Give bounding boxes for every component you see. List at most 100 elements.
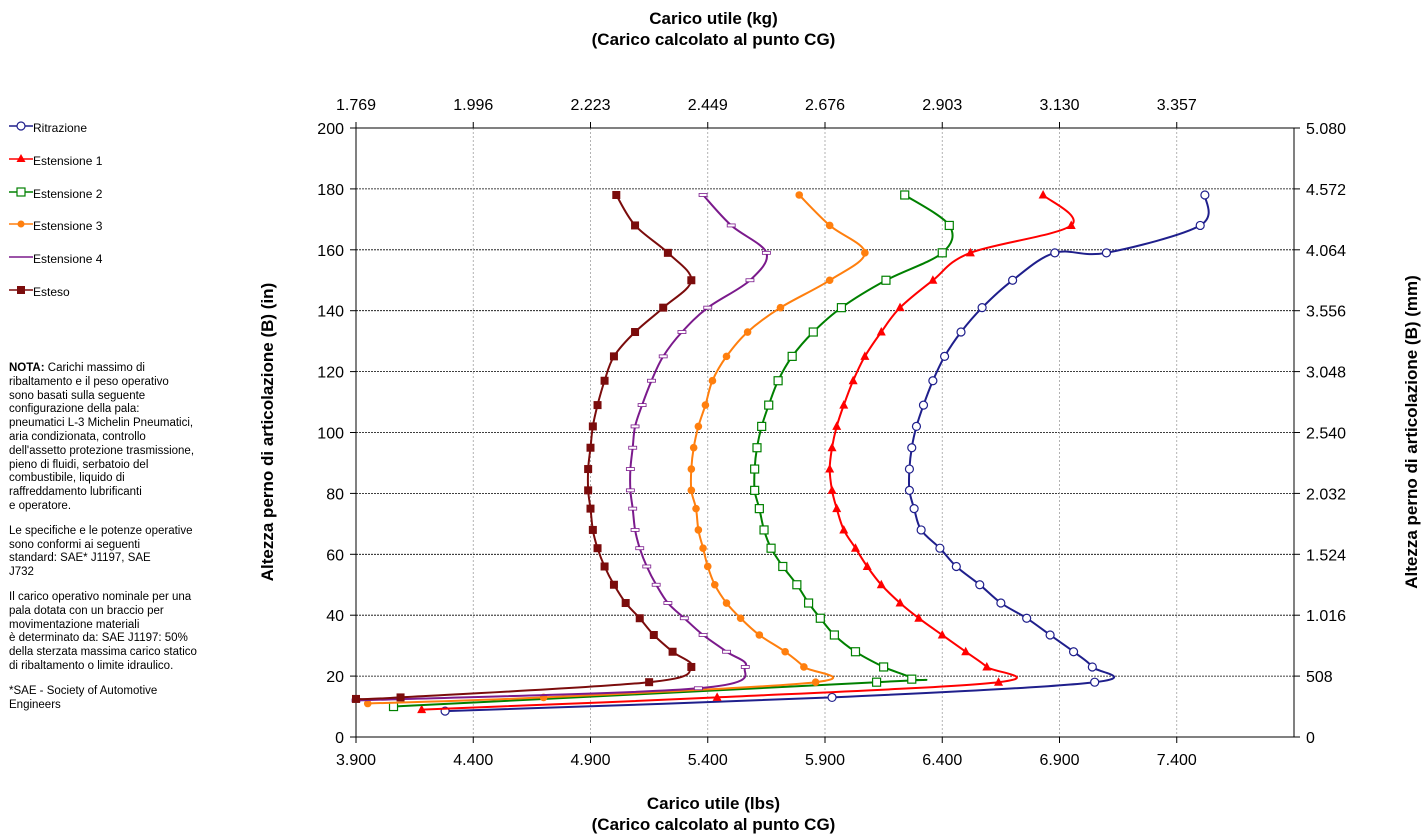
- data-point-ritrazione: [1046, 631, 1054, 639]
- data-point-ritrazione: [1009, 276, 1017, 284]
- y2-tick-label: 1.524: [1306, 547, 1346, 564]
- data-point-estensione-3: [695, 423, 703, 431]
- data-point-estensione-2: [793, 581, 801, 589]
- data-point-ritrazione: [917, 526, 925, 534]
- data-point-ritrazione: [1070, 648, 1078, 656]
- data-point-estensione-4: [631, 528, 639, 531]
- data-point-estensione-3: [800, 663, 808, 671]
- y2-tick-label: 3.048: [1306, 365, 1346, 382]
- data-point-ritrazione: [997, 599, 1005, 607]
- data-point-estensione-2: [873, 678, 881, 686]
- data-point-esteso: [587, 444, 595, 452]
- y2-tick-label: 508: [1306, 669, 1333, 686]
- data-point-estensione-4: [643, 565, 651, 568]
- data-point-estensione-3: [688, 487, 696, 495]
- data-point-estensione-4: [638, 404, 646, 407]
- data-point-esteso: [601, 562, 609, 570]
- data-point-esteso: [645, 678, 653, 686]
- x2-tick-label: 2.676: [805, 97, 845, 114]
- data-point-esteso: [636, 614, 644, 622]
- data-point-ritrazione: [1201, 191, 1209, 199]
- data-point-estensione-4: [652, 583, 660, 586]
- y2-tick-label: 1.016: [1306, 608, 1346, 625]
- data-point-estensione-4: [694, 687, 702, 690]
- data-point-estensione-3: [699, 544, 707, 552]
- data-point-estensione-3: [688, 465, 696, 473]
- data-point-estensione-3: [826, 222, 834, 230]
- data-point-estensione-2: [758, 422, 766, 430]
- data-point-estensione-4: [678, 331, 686, 334]
- data-point-estensione-4: [636, 547, 644, 550]
- y-tick-label: 200: [317, 121, 344, 138]
- data-point-estensione-3: [826, 276, 834, 284]
- data-point-esteso: [587, 505, 595, 513]
- data-point-estensione-2: [816, 614, 824, 622]
- data-point-ritrazione: [828, 693, 836, 701]
- data-point-ritrazione: [1196, 221, 1204, 229]
- data-point-estensione-3: [744, 328, 752, 336]
- data-point-estensione-4: [629, 507, 637, 510]
- data-point-ritrazione: [910, 505, 918, 513]
- data-point-estensione-2: [760, 526, 768, 534]
- data-point-estensione-3: [695, 526, 703, 534]
- data-point-estensione-3: [861, 249, 869, 257]
- data-point-esteso: [659, 304, 667, 312]
- y-tick-label: 160: [317, 243, 344, 260]
- data-point-estensione-4: [762, 251, 770, 254]
- data-point-estensione-4: [631, 425, 639, 428]
- x-tick-label: 5.900: [805, 752, 845, 769]
- data-point-esteso: [610, 581, 618, 589]
- x2-tick-label: 2.449: [688, 97, 728, 114]
- data-point-estensione-2: [938, 249, 946, 257]
- data-point-estensione-4: [647, 379, 655, 382]
- data-point-ritrazione: [978, 304, 986, 312]
- data-point-estensione-3: [723, 353, 731, 361]
- data-point-ritrazione: [1102, 249, 1110, 257]
- data-point-esteso: [650, 631, 658, 639]
- data-point-estensione-4: [680, 617, 688, 620]
- data-point-estensione-2: [882, 276, 890, 284]
- x-tick-label: 6.900: [1039, 752, 1079, 769]
- data-point-estensione-3: [690, 444, 698, 452]
- data-point-estensione-2: [908, 675, 916, 683]
- data-point-estensione-3: [737, 614, 745, 622]
- data-point-esteso: [612, 191, 620, 199]
- data-point-estensione-4: [626, 489, 634, 492]
- x-tick-label: 5.400: [688, 752, 728, 769]
- data-point-ritrazione: [905, 465, 913, 473]
- data-point-esteso: [622, 599, 630, 607]
- data-point-estensione-2: [788, 352, 796, 360]
- data-point-estensione-4: [727, 224, 735, 227]
- data-point-esteso: [687, 276, 695, 284]
- data-point-estensione-4: [629, 446, 637, 449]
- data-point-ritrazione: [929, 377, 937, 385]
- data-point-esteso: [687, 663, 695, 671]
- x-tick-label: 3.900: [336, 752, 376, 769]
- data-point-estensione-3: [781, 648, 789, 656]
- y-tick-label: 100: [317, 426, 344, 443]
- x2-tick-label: 2.903: [922, 97, 962, 114]
- data-point-ritrazione: [1051, 249, 1059, 257]
- y2-tick-label: 0: [1306, 730, 1315, 747]
- data-point-ritrazione: [905, 486, 913, 494]
- x-tick-label: 4.900: [570, 752, 610, 769]
- data-point-esteso: [610, 352, 618, 360]
- y-tick-label: 180: [317, 182, 344, 199]
- x-tick-label: 4.400: [453, 752, 493, 769]
- data-point-ritrazione: [1023, 614, 1031, 622]
- data-point-estensione-2: [880, 663, 888, 671]
- data-point-ritrazione: [941, 352, 949, 360]
- data-point-estensione-4: [659, 355, 667, 358]
- data-point-estensione-3: [704, 563, 712, 571]
- data-point-esteso: [352, 695, 360, 703]
- y-tick-label: 140: [317, 304, 344, 321]
- y-tick-label: 0: [335, 730, 344, 747]
- y2-tick-label: 4.572: [1306, 182, 1346, 199]
- data-point-estensione-3: [756, 631, 764, 639]
- data-point-ritrazione: [936, 544, 944, 552]
- y2-tick-label: 2.540: [1306, 426, 1346, 443]
- data-point-estensione-3: [723, 599, 731, 607]
- x2-tick-label: 3.130: [1039, 97, 1079, 114]
- data-point-estensione-2: [901, 191, 909, 199]
